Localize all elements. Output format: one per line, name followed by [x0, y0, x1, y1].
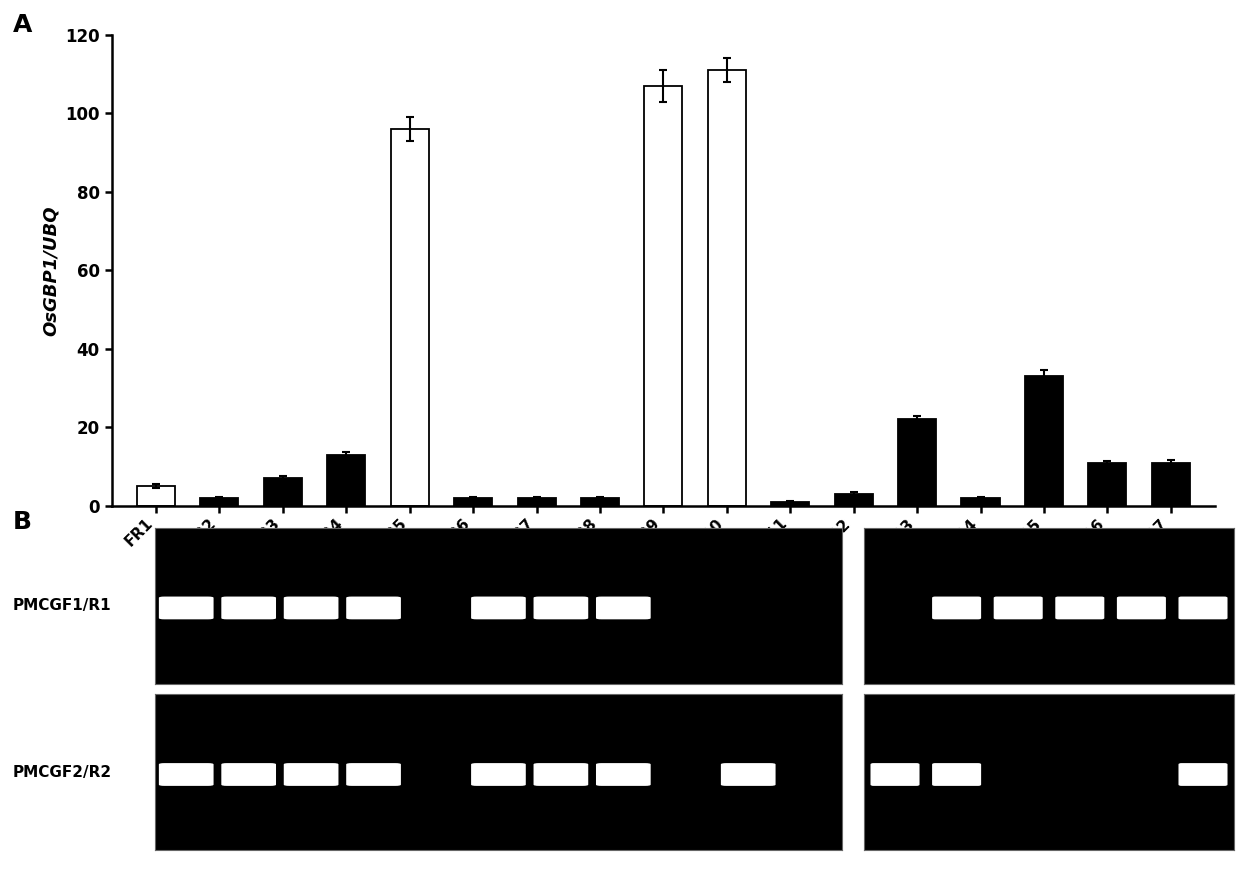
- Bar: [264, 478, 301, 506]
- FancyBboxPatch shape: [932, 596, 981, 619]
- FancyBboxPatch shape: [159, 596, 213, 619]
- Bar: [1152, 463, 1190, 506]
- Bar: [771, 502, 810, 506]
- FancyBboxPatch shape: [533, 763, 588, 786]
- FancyBboxPatch shape: [1117, 596, 1166, 619]
- FancyBboxPatch shape: [1055, 596, 1105, 619]
- Bar: [327, 455, 366, 506]
- FancyBboxPatch shape: [932, 763, 981, 786]
- Bar: [517, 498, 556, 506]
- Bar: [898, 419, 936, 506]
- Bar: [835, 494, 873, 506]
- FancyBboxPatch shape: [596, 763, 651, 786]
- Text: PMCGF1/R1: PMCGF1/R1: [12, 598, 112, 613]
- Bar: [454, 498, 492, 506]
- FancyBboxPatch shape: [471, 763, 526, 786]
- Bar: [708, 71, 745, 506]
- FancyBboxPatch shape: [346, 596, 401, 619]
- Bar: [201, 498, 238, 506]
- FancyBboxPatch shape: [284, 763, 339, 786]
- Bar: [136, 487, 175, 506]
- FancyBboxPatch shape: [346, 763, 401, 786]
- Text: A: A: [12, 13, 32, 37]
- Bar: [582, 498, 619, 506]
- FancyBboxPatch shape: [221, 596, 277, 619]
- Y-axis label: OsGBP1/UBQ: OsGBP1/UBQ: [42, 205, 60, 336]
- Bar: [391, 129, 429, 506]
- FancyBboxPatch shape: [533, 596, 588, 619]
- FancyBboxPatch shape: [284, 596, 339, 619]
- FancyBboxPatch shape: [720, 763, 775, 786]
- FancyBboxPatch shape: [1178, 596, 1228, 619]
- FancyBboxPatch shape: [471, 596, 526, 619]
- FancyBboxPatch shape: [1178, 763, 1228, 786]
- FancyBboxPatch shape: [596, 596, 651, 619]
- Text: PMCGF2/R2: PMCGF2/R2: [12, 765, 112, 780]
- FancyBboxPatch shape: [159, 763, 213, 786]
- Bar: [1089, 463, 1126, 506]
- FancyBboxPatch shape: [993, 596, 1043, 619]
- FancyBboxPatch shape: [870, 763, 920, 786]
- FancyBboxPatch shape: [221, 763, 277, 786]
- Bar: [961, 498, 999, 506]
- Bar: [1025, 377, 1063, 506]
- Bar: [645, 85, 682, 506]
- Text: B: B: [12, 510, 31, 535]
